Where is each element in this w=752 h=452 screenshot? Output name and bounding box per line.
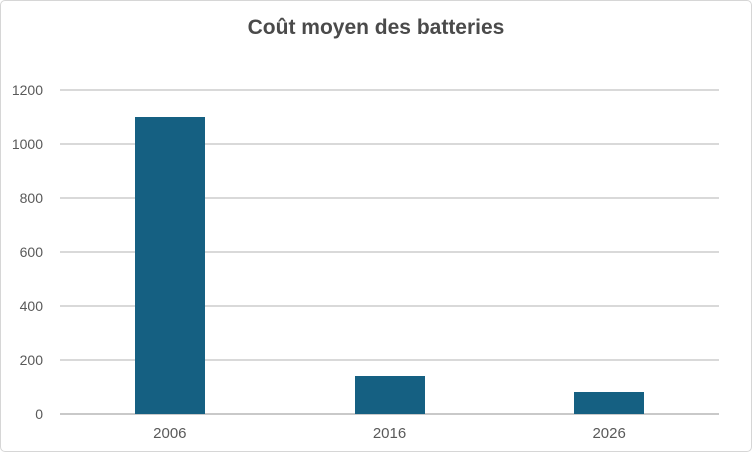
y-axis-tick-label: 800 [19, 190, 43, 206]
y-axis-tick-label: 600 [19, 244, 43, 260]
gridline [60, 197, 719, 199]
x-axis-line [60, 413, 719, 415]
gridline [60, 89, 719, 91]
y-axis-tick-label: 1200 [11, 82, 43, 98]
chart-title: Coût moyen des batteries [247, 16, 505, 39]
y-axis-tick-label: 200 [19, 352, 43, 368]
x-axis-category-label: 2016 [372, 425, 407, 442]
gridline [60, 143, 719, 145]
y-axis-tick-label: 0 [35, 406, 43, 422]
y-axis-tick-label: 1000 [11, 136, 43, 152]
gridline [60, 359, 719, 361]
x-axis-category-label: 2006 [153, 425, 187, 442]
y-axis-tick-label: 400 [19, 298, 43, 314]
gridline [60, 251, 719, 253]
x-axis-category-label: 2026 [592, 425, 626, 442]
bar-2026 [574, 392, 645, 414]
bar-2016 [354, 376, 425, 414]
bar-2006 [134, 117, 205, 414]
gridline [60, 305, 719, 307]
